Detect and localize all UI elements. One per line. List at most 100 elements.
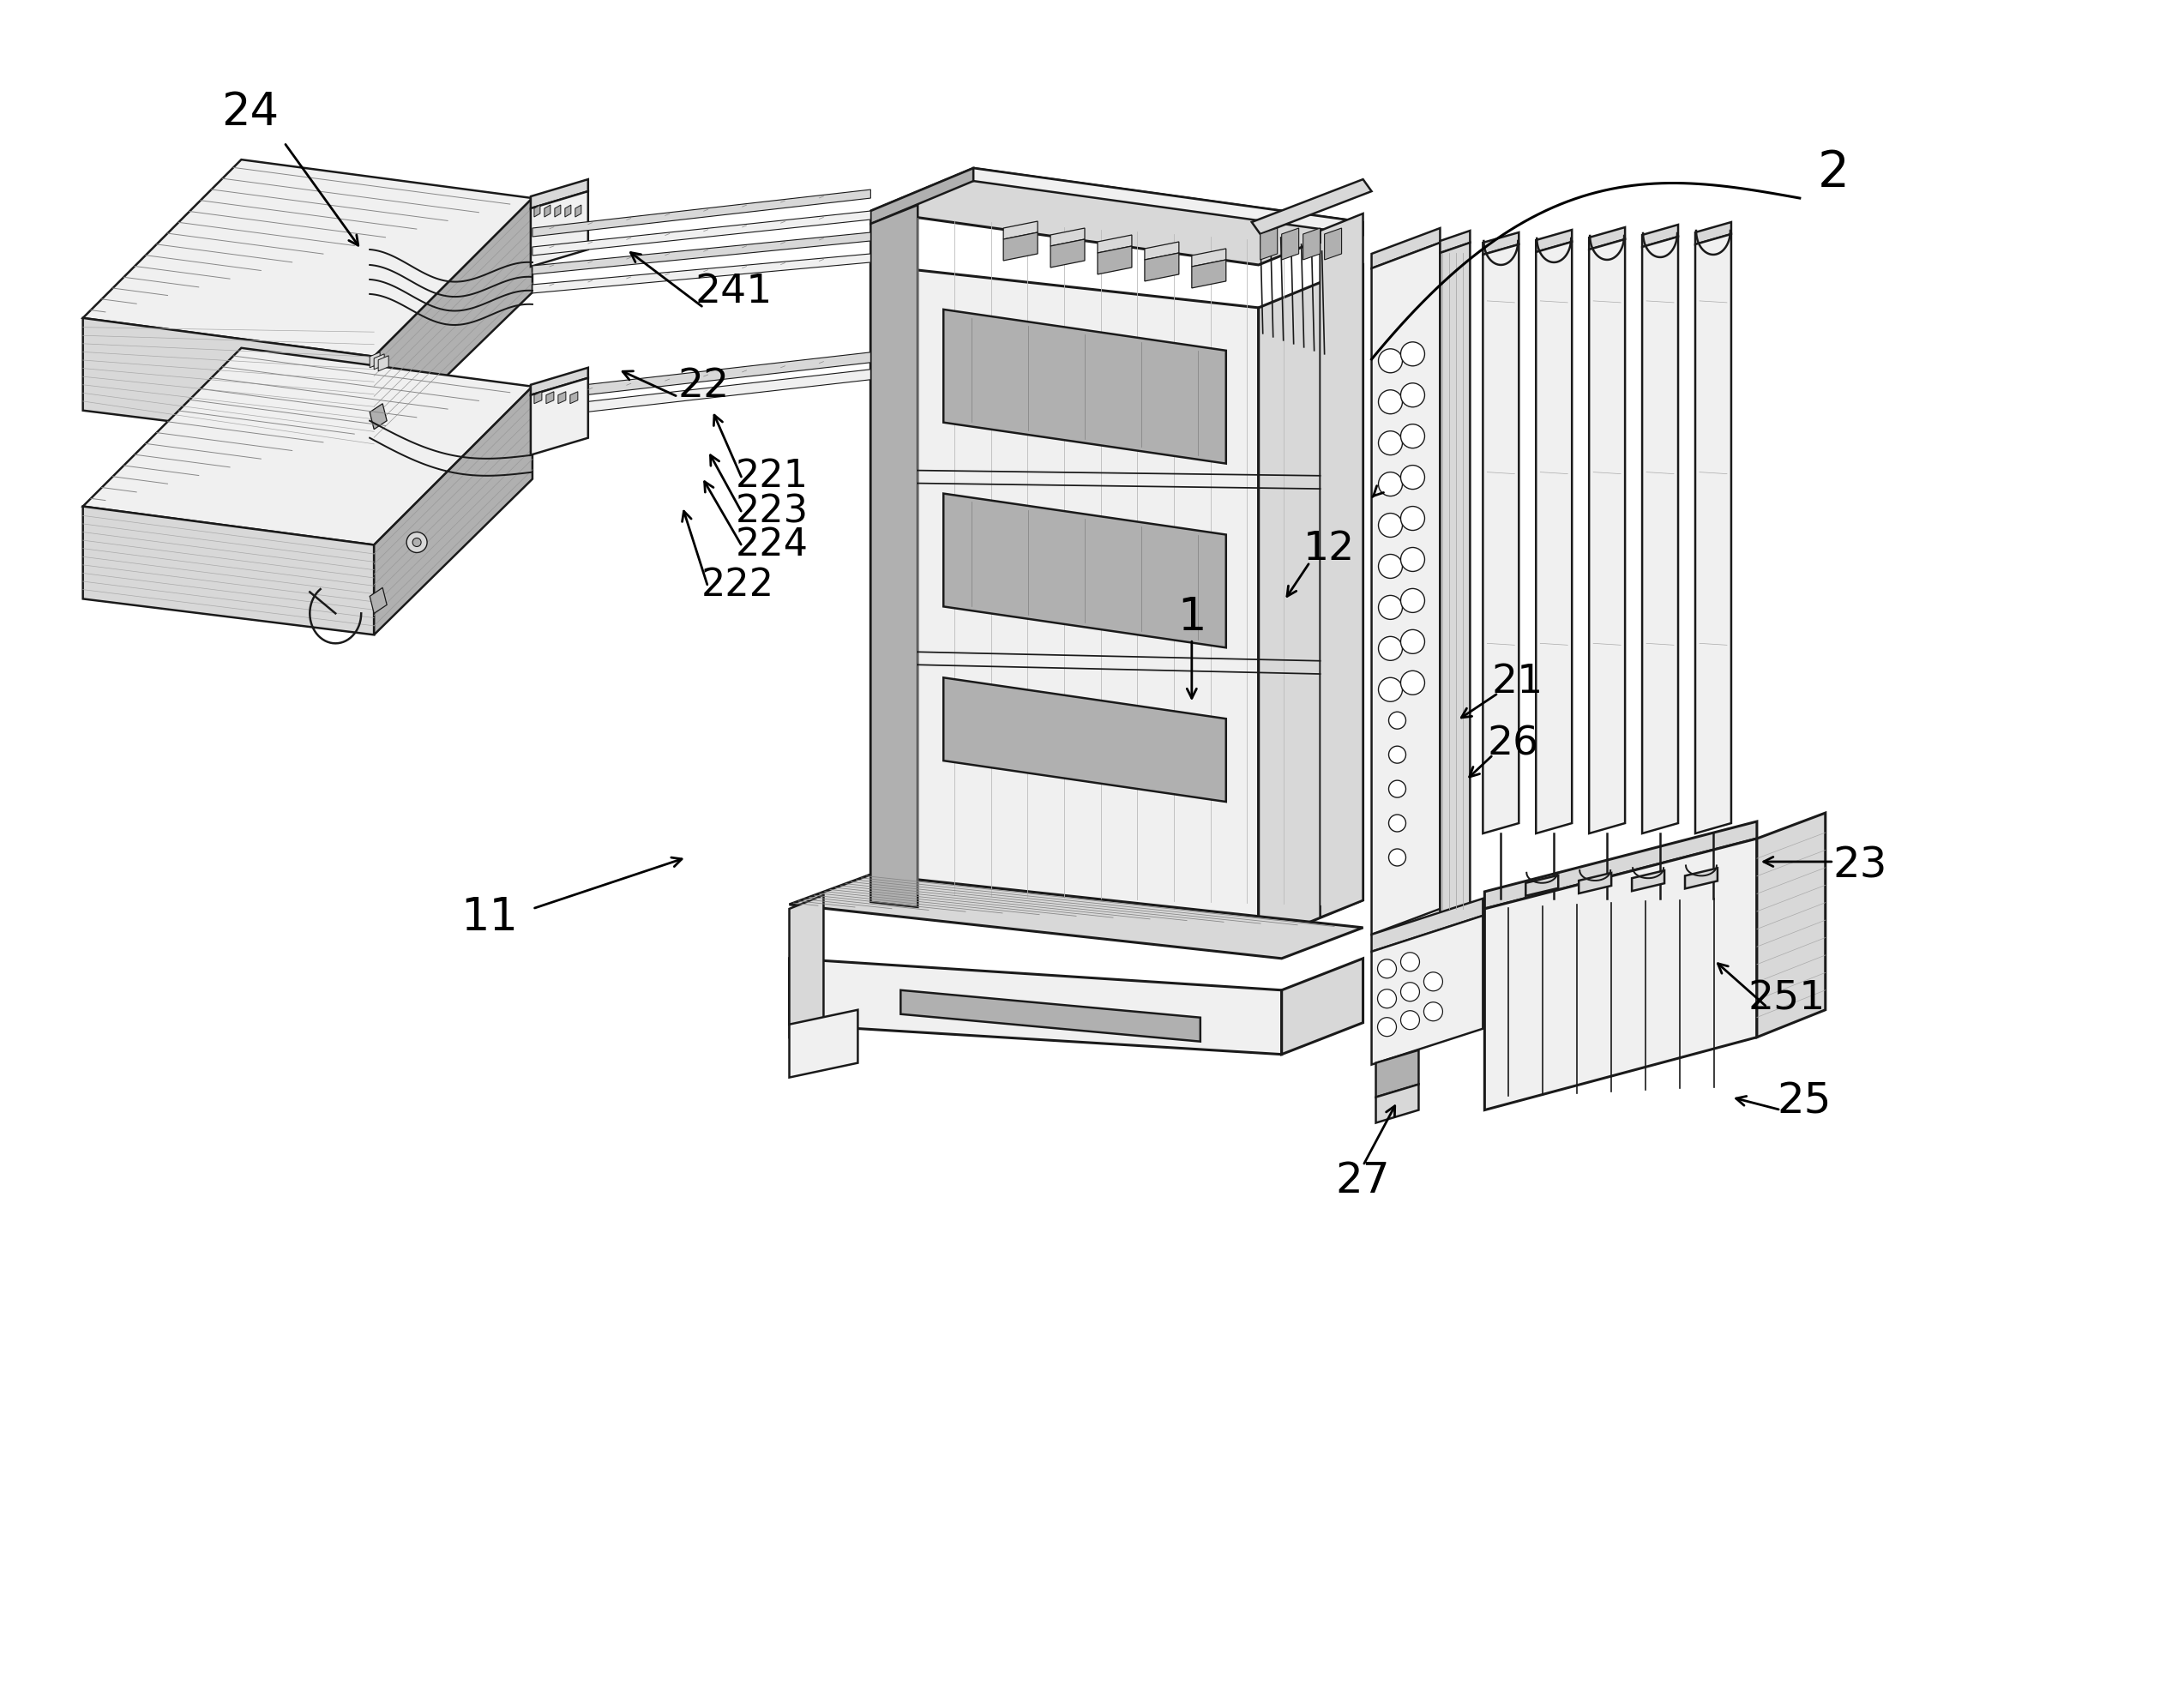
Circle shape <box>1378 348 1402 373</box>
Polygon shape <box>1192 248 1225 267</box>
Circle shape <box>1389 781 1406 798</box>
Circle shape <box>1400 588 1424 612</box>
Circle shape <box>1378 637 1402 661</box>
Circle shape <box>1378 678 1402 701</box>
Polygon shape <box>1535 230 1572 252</box>
Polygon shape <box>531 379 587 455</box>
Polygon shape <box>1099 247 1131 274</box>
Circle shape <box>1378 514 1402 537</box>
Text: 26: 26 <box>1487 725 1540 764</box>
Polygon shape <box>566 204 570 216</box>
Polygon shape <box>531 179 587 208</box>
Polygon shape <box>1258 265 1363 943</box>
Polygon shape <box>373 353 384 370</box>
Polygon shape <box>1590 226 1625 250</box>
Text: 22: 22 <box>677 367 729 406</box>
Polygon shape <box>1372 916 1483 1065</box>
Polygon shape <box>871 204 917 908</box>
Text: 25: 25 <box>1778 1082 1830 1122</box>
Polygon shape <box>559 392 566 404</box>
Polygon shape <box>544 204 550 216</box>
Polygon shape <box>531 191 587 267</box>
Circle shape <box>413 537 422 546</box>
Circle shape <box>1400 465 1424 488</box>
Circle shape <box>1400 341 1424 367</box>
Circle shape <box>406 532 428 553</box>
Polygon shape <box>1485 838 1756 1110</box>
Polygon shape <box>1695 235 1732 833</box>
Polygon shape <box>788 958 1282 1055</box>
Polygon shape <box>1535 242 1572 833</box>
Circle shape <box>1400 507 1424 531</box>
Polygon shape <box>369 588 387 613</box>
Polygon shape <box>1756 813 1826 1038</box>
Circle shape <box>1378 390 1402 414</box>
Polygon shape <box>871 167 1363 265</box>
Text: 223: 223 <box>736 493 808 531</box>
Circle shape <box>1400 630 1424 654</box>
Polygon shape <box>1192 260 1225 287</box>
Polygon shape <box>369 352 380 368</box>
Circle shape <box>1400 982 1420 1000</box>
Polygon shape <box>533 352 871 401</box>
Polygon shape <box>373 387 533 635</box>
Circle shape <box>1389 711 1406 728</box>
Circle shape <box>1400 953 1420 972</box>
Text: 11: 11 <box>461 896 518 940</box>
Polygon shape <box>533 253 871 292</box>
Polygon shape <box>1051 228 1085 247</box>
Polygon shape <box>1319 213 1363 918</box>
Polygon shape <box>373 198 533 446</box>
Circle shape <box>1400 384 1424 407</box>
Polygon shape <box>83 348 533 544</box>
Polygon shape <box>1099 235 1131 254</box>
Polygon shape <box>1483 245 1518 833</box>
Circle shape <box>1424 972 1444 990</box>
Polygon shape <box>533 189 871 237</box>
Polygon shape <box>83 507 373 635</box>
Polygon shape <box>369 404 387 429</box>
Polygon shape <box>1144 242 1179 260</box>
Text: 23: 23 <box>1832 845 1887 887</box>
Polygon shape <box>1324 228 1341 260</box>
Text: 2: 2 <box>1817 149 1850 196</box>
Polygon shape <box>900 990 1201 1041</box>
Circle shape <box>1389 745 1406 764</box>
Polygon shape <box>974 167 1363 235</box>
Circle shape <box>1424 1002 1444 1021</box>
Polygon shape <box>1376 1085 1420 1122</box>
Circle shape <box>1378 472 1402 497</box>
Polygon shape <box>1527 875 1557 896</box>
Polygon shape <box>574 204 581 216</box>
Text: 241: 241 <box>695 274 773 311</box>
Polygon shape <box>1304 228 1319 260</box>
Circle shape <box>1378 595 1402 619</box>
Polygon shape <box>1002 221 1037 240</box>
Text: 221: 221 <box>736 458 808 495</box>
Polygon shape <box>788 1011 858 1078</box>
Polygon shape <box>535 204 539 216</box>
Polygon shape <box>871 265 1258 943</box>
Polygon shape <box>531 368 587 395</box>
Circle shape <box>1400 424 1424 448</box>
Polygon shape <box>83 159 533 357</box>
Text: 251: 251 <box>1747 980 1826 1017</box>
Circle shape <box>1378 989 1396 1009</box>
Circle shape <box>1378 554 1402 578</box>
Polygon shape <box>1579 872 1612 894</box>
Polygon shape <box>788 896 823 1038</box>
Polygon shape <box>1282 958 1363 1055</box>
Polygon shape <box>1695 221 1732 245</box>
Polygon shape <box>533 232 871 274</box>
Polygon shape <box>1642 225 1677 247</box>
Circle shape <box>1400 671 1424 695</box>
Polygon shape <box>1642 237 1677 833</box>
Polygon shape <box>1631 870 1664 891</box>
Text: 24: 24 <box>221 90 280 135</box>
Polygon shape <box>1051 240 1085 267</box>
Polygon shape <box>533 370 871 417</box>
Polygon shape <box>1372 228 1439 269</box>
Circle shape <box>1378 960 1396 979</box>
Polygon shape <box>788 874 1363 958</box>
Polygon shape <box>533 211 871 255</box>
